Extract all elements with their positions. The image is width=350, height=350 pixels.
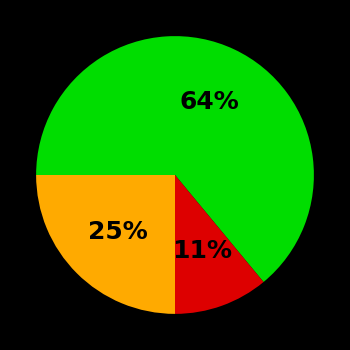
Text: 11%: 11% xyxy=(172,239,232,263)
Text: 25%: 25% xyxy=(88,220,148,244)
Wedge shape xyxy=(36,175,175,314)
Wedge shape xyxy=(36,36,314,282)
Text: 64%: 64% xyxy=(180,90,239,114)
Wedge shape xyxy=(175,175,264,314)
